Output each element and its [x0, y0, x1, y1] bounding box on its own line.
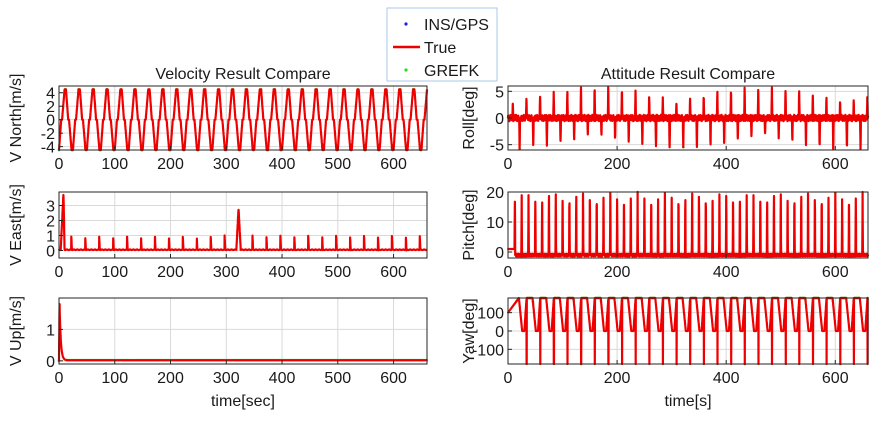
- x-tick-label: 200: [604, 264, 631, 281]
- x-axis-label: time[sec]: [211, 393, 275, 410]
- x-tick-label: 400: [269, 370, 296, 387]
- x-axis-label: time[s]: [664, 393, 711, 410]
- x-tick-label: 600: [822, 264, 849, 281]
- y-tick-label: 2: [46, 99, 55, 116]
- axes-box: [58, 85, 428, 151]
- axes-box: [58, 297, 428, 365]
- y-tick-label: 2: [46, 214, 55, 231]
- x-tick-label: 0: [55, 264, 64, 281]
- legend-label: INS/GPS: [424, 17, 489, 34]
- x-tick-label: 200: [157, 264, 184, 281]
- y-tick-label: 1: [46, 322, 55, 339]
- y-tick-label: 0: [46, 113, 55, 130]
- series-true-line: [506, 86, 870, 151]
- y-axis-label: Roll[deg]: [461, 86, 478, 149]
- x-tick-label: 500: [324, 370, 351, 387]
- panel-vu: 0 100 200 300 400 500 600 0 1 V Up[m/s] time[sec]: [8, 296, 429, 410]
- legend-label: True: [424, 40, 456, 57]
- x-tick-label: 600: [822, 370, 849, 387]
- panel-pitch: 0 200 400 600 0 10 20 Pitch[deg]: [461, 185, 870, 281]
- x-tick-label: 500: [324, 156, 351, 173]
- x-tick-label: 400: [713, 370, 740, 387]
- chart-title: Attitude Result Compare: [601, 66, 775, 83]
- y-axis-label: V North[m/s]: [8, 74, 25, 163]
- x-tick-label: 100: [101, 156, 128, 173]
- y-tick-label: 0: [495, 324, 504, 341]
- y-tick-label: 100: [477, 306, 504, 323]
- x-tick-label: 0: [504, 370, 513, 387]
- chart-title: Velocity Result Compare: [155, 66, 330, 83]
- plot-area: [59, 298, 427, 364]
- plot-area: [59, 192, 427, 258]
- y-axis-label: Yaw[deg]: [461, 298, 478, 364]
- x-tick-label: 200: [604, 156, 631, 173]
- y-tick-label: 4: [46, 86, 55, 103]
- x-tick-label: 0: [504, 264, 513, 281]
- x-tick-label: 200: [157, 156, 184, 173]
- legend-label: GREFK: [424, 63, 479, 80]
- y-tick-label: 0: [495, 111, 504, 128]
- y-tick-label: 10: [486, 215, 504, 232]
- series-true-line: [57, 303, 428, 362]
- x-tick-label: 400: [269, 156, 296, 173]
- y-tick-label: 0: [495, 245, 504, 262]
- y-tick-label: 1: [46, 229, 55, 246]
- x-tick-label: 300: [213, 370, 240, 387]
- y-tick-label: 3: [46, 199, 55, 216]
- x-tick-label: 400: [713, 156, 740, 173]
- x-tick-label: 200: [157, 370, 184, 387]
- x-tick-label: 0: [55, 370, 64, 387]
- y-tick-label: 20: [486, 185, 504, 202]
- y-tick-label: 5: [495, 84, 504, 101]
- series-true-line: [58, 193, 428, 252]
- y-axis-label: Pitch[deg]: [461, 189, 478, 260]
- y-tick-label: -5: [490, 138, 504, 155]
- axes-box: [58, 191, 428, 259]
- x-tick-label: 300: [213, 156, 240, 173]
- x-tick-label: 600: [822, 156, 849, 173]
- y-tick-label: 0: [46, 354, 55, 371]
- x-tick-label: 100: [101, 264, 128, 281]
- x-tick-label: 0: [55, 156, 64, 173]
- y-axis-label: V East[m/s]: [8, 184, 25, 266]
- y-tick-label: -4: [41, 140, 55, 157]
- legend: INS/GPS True GREFK: [386, 7, 498, 82]
- x-tick-label: 500: [324, 264, 351, 281]
- x-tick-label: 200: [604, 370, 631, 387]
- y-axis-label: V Up[m/s]: [8, 296, 25, 366]
- y-tick-label: 0: [46, 244, 55, 261]
- x-tick-label: 600: [380, 264, 407, 281]
- x-tick-label: 600: [380, 156, 407, 173]
- x-tick-label: 100: [101, 370, 128, 387]
- x-tick-label: 0: [504, 156, 513, 173]
- y-tick-label: -2: [41, 126, 55, 143]
- x-tick-label: 300: [213, 264, 240, 281]
- legend-swatch-point: [404, 68, 408, 72]
- x-tick-label: 400: [713, 264, 740, 281]
- x-tick-label: 600: [380, 370, 407, 387]
- x-tick-label: 400: [269, 264, 296, 281]
- legend-swatch-point: [404, 22, 408, 26]
